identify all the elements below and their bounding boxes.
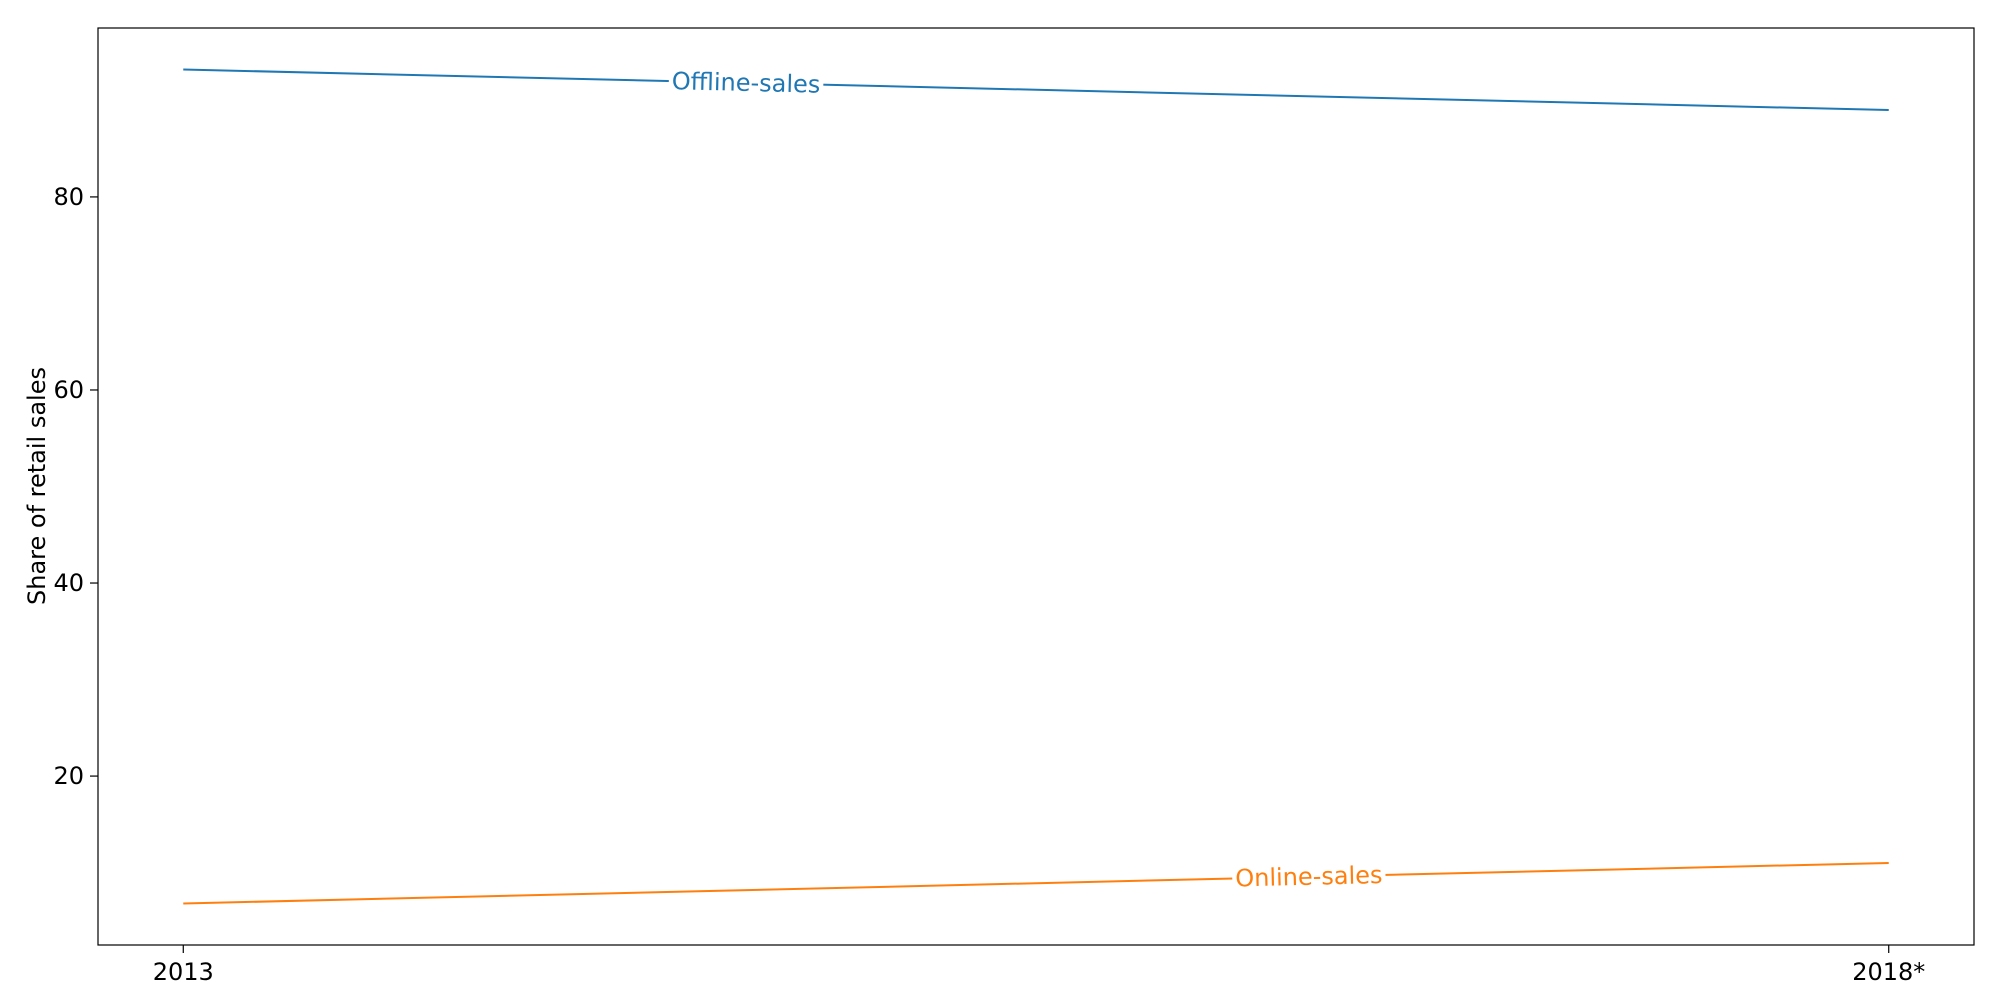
ticks-layer: 20 40 60 80 2013 2018* [53, 183, 1925, 986]
series-line-offline-sales [183, 68, 1889, 112]
series-labels-layer: Offline-sales Online-sales [668, 67, 1386, 893]
y-tick-label: 20 [53, 762, 84, 790]
y-tick-label: 60 [53, 376, 84, 404]
series-layer [183, 68, 1889, 905]
series-label-online-sales: Online-sales [1235, 861, 1383, 892]
series-label-background [668, 67, 824, 99]
series-label-group: Online-sales [1231, 860, 1386, 893]
plot-background [98, 28, 1974, 945]
y-tick-label: 40 [53, 569, 84, 597]
series-label-background [1231, 860, 1386, 893]
x-tick-label: 2013 [153, 958, 214, 986]
series-line-online-sales [183, 861, 1889, 905]
series-label-offline-sales: Offline-sales [671, 67, 820, 99]
x-tick-label: 2018* [1852, 958, 1925, 986]
y-tick-label: 80 [53, 183, 84, 211]
y-axis-title: Share of retail sales [23, 367, 51, 605]
series-label-group: Offline-sales [668, 67, 824, 99]
plot-frame [97, 27, 1975, 946]
